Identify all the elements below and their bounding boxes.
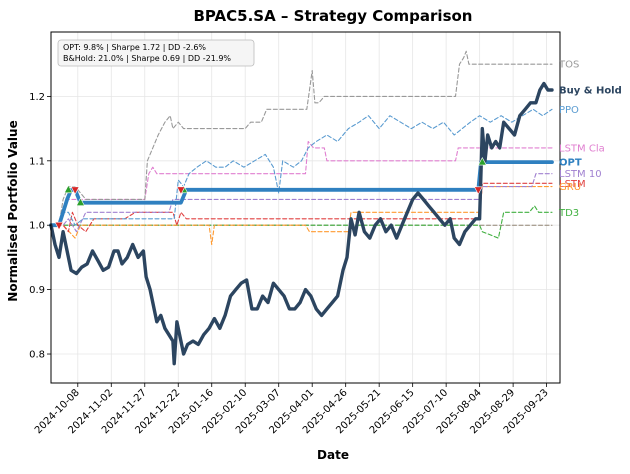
series-end-label-td3: TD3 bbox=[558, 208, 579, 219]
sell-marker bbox=[176, 186, 186, 195]
plot-frame bbox=[50, 31, 561, 384]
series-line-buy-hold bbox=[49, 81, 554, 366]
stats-box: OPT: 9.8% | Sharpe 1.72 | DD -2.6% B&Hol… bbox=[57, 39, 255, 67]
series-end-label-lstm-cla: LSTM Cla bbox=[559, 143, 605, 154]
y-tick-label: 1.0 bbox=[29, 221, 45, 232]
series-end-label-tos: TOS bbox=[558, 60, 579, 71]
series-end-label-opt: OPT bbox=[559, 158, 582, 169]
series-end-label-gru: GRU bbox=[559, 182, 581, 193]
chart-title: BPAC5.SA – Strategy Comparison bbox=[194, 7, 473, 25]
stats-line-bhold: B&Hold: 21.0% | Sharpe 0.69 | DD -21.9% bbox=[63, 54, 231, 63]
x-axis-label: Date bbox=[317, 448, 349, 462]
series-layer bbox=[49, 50, 554, 366]
buy-marker bbox=[63, 184, 73, 194]
grid bbox=[51, 32, 560, 383]
series-line-lstm bbox=[50, 182, 553, 233]
series-line-tos bbox=[50, 50, 553, 226]
y-tick-label: 0.8 bbox=[29, 350, 45, 361]
y-axis-label: Normalised Portfolio Value bbox=[6, 120, 20, 301]
series-end-label-lstm: LSTM bbox=[559, 179, 586, 190]
y-tick-label: 1.2 bbox=[29, 92, 45, 103]
series-line-td3 bbox=[50, 205, 553, 239]
series-end-labels: Buy & Hold OPT TOS PPO LSTM Cla LSTM 10LSTMGR… bbox=[558, 60, 622, 219]
series-line-lstm-10 bbox=[50, 173, 553, 233]
series-end-label-lstm-10: LSTM 10 bbox=[559, 169, 602, 180]
sell-marker bbox=[54, 221, 64, 231]
series-end-label-buy-hold: Buy & Hold bbox=[559, 85, 622, 96]
axes: 0.80.91.01.11.22024-10-082024-11-022024-… bbox=[29, 92, 551, 436]
series-line-ppo bbox=[50, 108, 553, 226]
series-end-label-ppo: PPO bbox=[559, 105, 579, 116]
sell-marker bbox=[473, 186, 483, 195]
y-tick-label: 1.1 bbox=[29, 156, 45, 167]
series-line-lstm-cla bbox=[50, 140, 553, 226]
sell-marker bbox=[70, 186, 80, 195]
stats-box-frame bbox=[57, 39, 255, 67]
stats-line-opt: OPT: 9.8% | Sharpe 1.72 | DD -2.6% bbox=[63, 43, 206, 52]
series-line-opt bbox=[49, 160, 554, 228]
y-tick-label: 0.9 bbox=[29, 285, 45, 296]
buy-marker bbox=[477, 156, 487, 166]
buy-marker bbox=[75, 197, 85, 206]
trade-markers bbox=[54, 156, 487, 231]
series-line-gru bbox=[50, 186, 553, 246]
